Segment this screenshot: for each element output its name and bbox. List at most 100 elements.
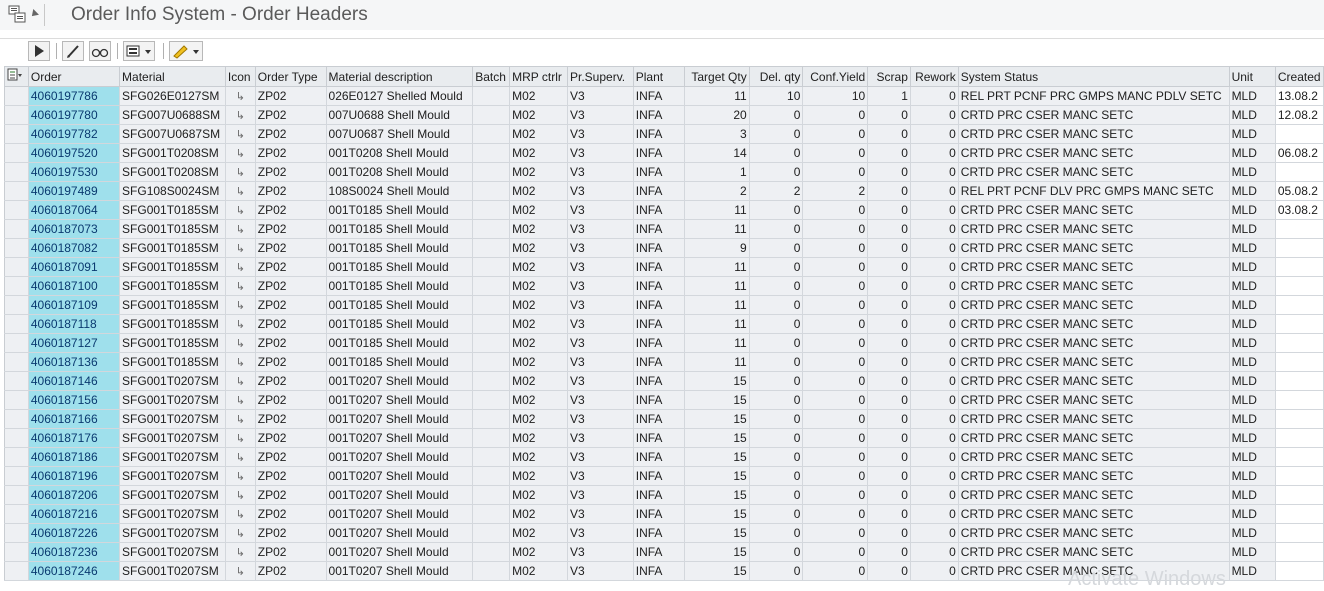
settings-button[interactable] bbox=[123, 41, 155, 61]
cell-order[interactable]: 4060197786 bbox=[27, 86, 121, 106]
cell-order[interactable]: 4060187082 bbox=[27, 238, 121, 258]
cell-order[interactable]: 4060187216 bbox=[27, 504, 121, 524]
row-selector[interactable] bbox=[4, 447, 29, 467]
row-selector[interactable] bbox=[4, 105, 29, 125]
order-link-icon[interactable]: ↳ bbox=[224, 428, 256, 448]
table-row[interactable]: 4060187226 SFG001T0207SM ↳ ZP02 001T0207 She… bbox=[4, 523, 1324, 543]
row-selector[interactable] bbox=[4, 504, 29, 524]
cell-order[interactable]: 4060187196 bbox=[27, 466, 121, 486]
row-selector[interactable] bbox=[4, 409, 29, 429]
cell-order[interactable]: 4060187236 bbox=[27, 542, 121, 562]
cell-order[interactable]: 4060187186 bbox=[27, 447, 121, 467]
row-selector[interactable] bbox=[4, 124, 29, 144]
cell-order[interactable]: 4060187118 bbox=[27, 314, 121, 334]
order-link-icon[interactable]: ↳ bbox=[224, 314, 256, 334]
table-row[interactable]: 4060187073 SFG001T0185SM ↳ ZP02 001T0185 She… bbox=[4, 219, 1324, 239]
cell-order[interactable]: 4060187100 bbox=[27, 276, 121, 296]
table-row[interactable]: 4060187100 SFG001T0185SM ↳ ZP02 001T0185 She… bbox=[4, 276, 1324, 296]
table-row[interactable]: 4060187118 SFG001T0185SM ↳ ZP02 001T0185 She… bbox=[4, 314, 1324, 334]
column-header-mrp-ctrlr[interactable]: MRP ctrlr bbox=[509, 66, 568, 87]
display-button[interactable] bbox=[89, 41, 111, 61]
order-link-icon[interactable]: ↳ bbox=[224, 105, 256, 125]
table-row[interactable]: 4060187109 SFG001T0185SM ↳ ZP02 001T0185 She… bbox=[4, 295, 1324, 315]
order-link-icon[interactable]: ↳ bbox=[224, 143, 256, 163]
table-row[interactable]: 4060197489 SFG108S0024SM ↳ ZP02 108S0024 She… bbox=[4, 181, 1324, 201]
table-row[interactable]: 4060197530 SFG001T0208SM ↳ ZP02 001T0208 She… bbox=[4, 162, 1324, 182]
table-row[interactable]: 4060187196 SFG001T0207SM ↳ ZP02 001T0207 She… bbox=[4, 466, 1324, 486]
column-header-unit[interactable]: Unit bbox=[1228, 66, 1276, 87]
order-link-icon[interactable]: ↳ bbox=[224, 466, 256, 486]
table-row[interactable]: 4060187186 SFG001T0207SM ↳ ZP02 001T0207 She… bbox=[4, 447, 1324, 467]
row-selector[interactable] bbox=[4, 238, 29, 258]
table-row[interactable]: 4060187136 SFG001T0185SM ↳ ZP02 001T0185 She… bbox=[4, 352, 1324, 372]
row-selector[interactable] bbox=[4, 143, 29, 163]
order-link-icon[interactable]: ↳ bbox=[224, 523, 256, 543]
cell-order[interactable]: 4060187091 bbox=[27, 257, 121, 277]
order-link-icon[interactable]: ↳ bbox=[224, 257, 256, 277]
row-selector[interactable] bbox=[4, 162, 29, 182]
row-selector[interactable] bbox=[4, 257, 29, 277]
order-link-icon[interactable]: ↳ bbox=[224, 409, 256, 429]
row-selector[interactable] bbox=[4, 200, 29, 220]
column-header-batch[interactable]: Batch bbox=[472, 66, 511, 87]
order-link-icon[interactable]: ↳ bbox=[224, 86, 256, 106]
table-row[interactable]: 4060197780 SFG007U0688SM ↳ ZP02 007U0688 She… bbox=[4, 105, 1324, 125]
order-link-icon[interactable]: ↳ bbox=[224, 276, 256, 296]
highlight-button[interactable] bbox=[169, 41, 203, 61]
order-link-icon[interactable]: ↳ bbox=[224, 219, 256, 239]
order-link-icon[interactable]: ↳ bbox=[224, 390, 256, 410]
row-selector[interactable] bbox=[4, 181, 29, 201]
column-header-scrap[interactable]: Scrap bbox=[867, 66, 911, 87]
row-selector[interactable] bbox=[4, 485, 29, 505]
table-row[interactable]: 4060187216 SFG001T0207SM ↳ ZP02 001T0207 She… bbox=[4, 504, 1324, 524]
column-header-rework[interactable]: Rework bbox=[909, 66, 959, 87]
order-link-icon[interactable]: ↳ bbox=[224, 200, 256, 220]
column-header-material[interactable]: Material bbox=[119, 66, 226, 87]
execute-button[interactable] bbox=[28, 41, 50, 61]
table-row[interactable]: 4060187064 SFG001T0185SM ↳ ZP02 001T0185 She… bbox=[4, 200, 1324, 220]
row-selector[interactable] bbox=[4, 390, 29, 410]
row-selector[interactable] bbox=[4, 371, 29, 391]
row-selector[interactable] bbox=[4, 276, 29, 296]
column-header-system-status[interactable]: System Status bbox=[957, 66, 1230, 87]
order-link-icon[interactable]: ↳ bbox=[224, 542, 256, 562]
edit-button[interactable] bbox=[62, 41, 84, 61]
order-link-icon[interactable]: ↳ bbox=[224, 504, 256, 524]
table-row[interactable]: 4060197520 SFG001T0208SM ↳ ZP02 001T0208 She… bbox=[4, 143, 1324, 163]
table-row[interactable]: 4060187206 SFG001T0207SM ↳ ZP02 001T0207 She… bbox=[4, 485, 1324, 505]
cell-order[interactable]: 4060187073 bbox=[27, 219, 121, 239]
row-selector[interactable] bbox=[4, 561, 29, 581]
table-row[interactable]: 4060187082 SFG001T0185SM ↳ ZP02 001T0185 She… bbox=[4, 238, 1324, 258]
table-row[interactable]: 4060187146 SFG001T0207SM ↳ ZP02 001T0207 She… bbox=[4, 371, 1324, 391]
row-selector[interactable] bbox=[4, 314, 29, 334]
table-row[interactable]: 4060187166 SFG001T0207SM ↳ ZP02 001T0207 She… bbox=[4, 409, 1324, 429]
row-selector[interactable] bbox=[4, 219, 29, 239]
table-row[interactable]: 4060187127 SFG001T0185SM ↳ ZP02 001T0185 She… bbox=[4, 333, 1324, 353]
row-selector[interactable] bbox=[4, 86, 29, 106]
order-link-icon[interactable]: ↳ bbox=[224, 295, 256, 315]
order-link-icon[interactable]: ↳ bbox=[224, 371, 256, 391]
order-link-icon[interactable]: ↳ bbox=[224, 162, 256, 182]
row-selector[interactable] bbox=[4, 295, 29, 315]
table-row[interactable]: 4060197782 SFG007U0687SM ↳ ZP02 007U0687 She… bbox=[4, 124, 1324, 144]
table-row[interactable]: 4060187236 SFG001T0207SM ↳ ZP02 001T0207 She… bbox=[4, 542, 1324, 562]
cell-order[interactable]: 4060187136 bbox=[27, 352, 121, 372]
order-link-icon[interactable]: ↳ bbox=[224, 485, 256, 505]
order-link-icon[interactable]: ↳ bbox=[224, 181, 256, 201]
column-header-order-type[interactable]: Order Type bbox=[254, 66, 327, 87]
column-header-del-qty[interactable]: Del. qty bbox=[748, 66, 804, 87]
cell-order[interactable]: 4060197782 bbox=[27, 124, 121, 144]
cell-order[interactable]: 4060187064 bbox=[27, 200, 121, 220]
cell-order[interactable]: 4060197530 bbox=[27, 162, 121, 182]
order-link-icon[interactable]: ↳ bbox=[224, 333, 256, 353]
cell-order[interactable]: 4060197780 bbox=[27, 105, 121, 125]
table-row[interactable]: 4060187156 SFG001T0207SM ↳ ZP02 001T0207 She… bbox=[4, 390, 1324, 410]
order-link-icon[interactable]: ↳ bbox=[224, 238, 256, 258]
column-header-plant[interactable]: Plant bbox=[632, 66, 685, 87]
table-row[interactable]: 4060187246 SFG001T0207SM ↳ ZP02 001T0207 She… bbox=[4, 561, 1324, 581]
order-link-icon[interactable]: ↳ bbox=[224, 124, 256, 144]
column-header-material-description[interactable]: Material description bbox=[325, 66, 474, 87]
select-all-cell[interactable] bbox=[4, 66, 29, 87]
cell-order[interactable]: 4060187206 bbox=[27, 485, 121, 505]
table-row[interactable]: 4060197786 SFG026E0127SM ↳ ZP02 026E0127 She… bbox=[4, 86, 1324, 106]
